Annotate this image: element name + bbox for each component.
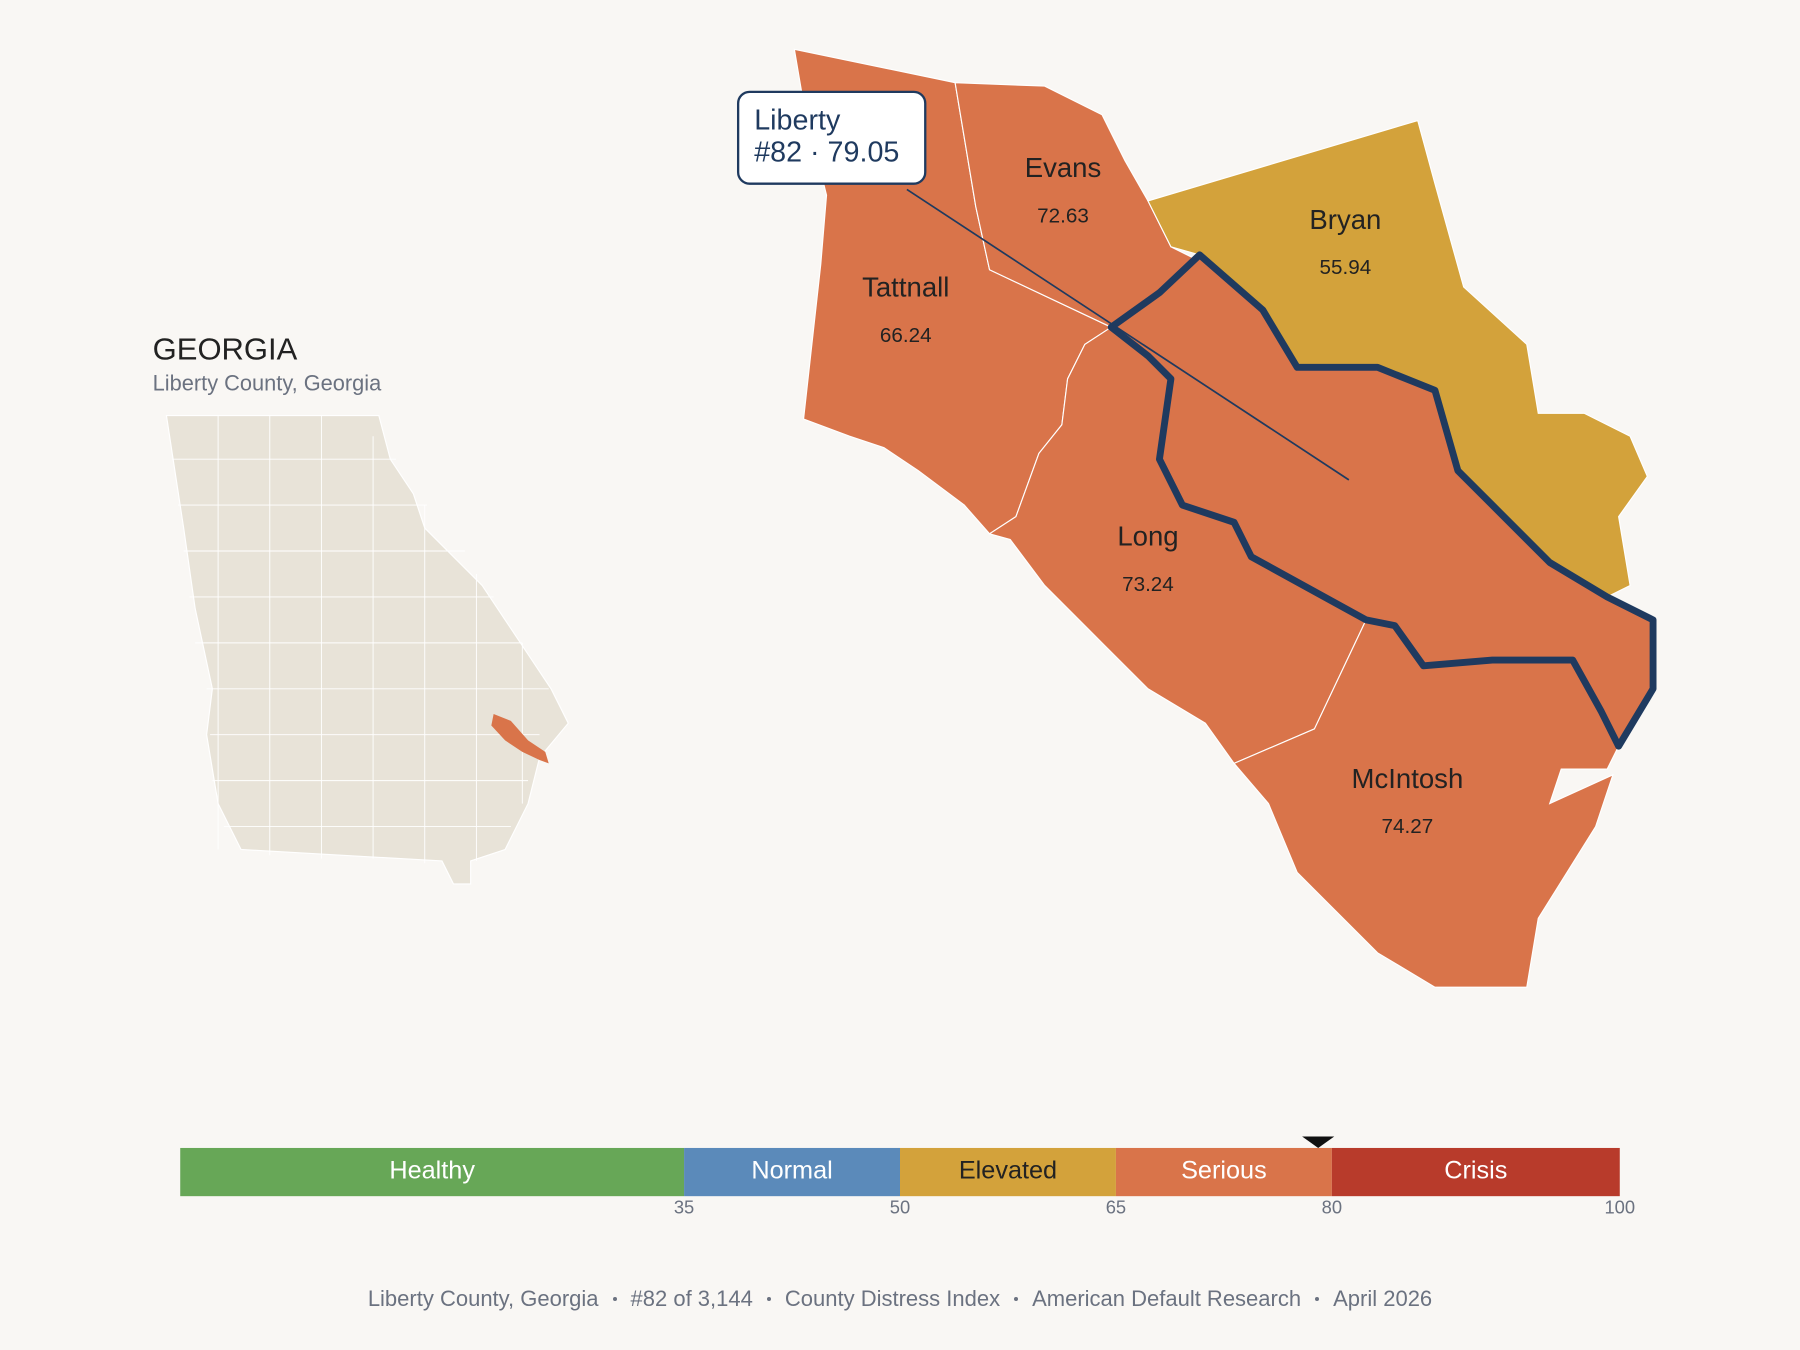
scale-tick-label: 65 [1106,1197,1126,1218]
scale-segment-label: Normal [751,1157,832,1185]
leader-line [906,188,1350,481]
scale-segment [180,1147,685,1197]
state-title: GEORGIA [153,331,298,366]
separator [1315,1297,1320,1301]
callout-name: Liberty [754,104,841,136]
separator [1014,1297,1019,1301]
county-value: 55.94 [1320,256,1372,279]
county-name: Bryan [1309,204,1381,235]
callout-box [736,90,927,185]
scale-tick-label: 35 [674,1197,694,1218]
scale-tick-label: 50 [890,1197,910,1218]
county-name: Tattnall [862,272,949,303]
footer-item: April 2026 [1333,1286,1433,1311]
county-name: Long [1117,521,1178,552]
inset-county-lines [172,415,549,864]
counties [793,48,1657,988]
scale: Healthy Normal Elevated Serious Crisis 35 50 65… [180,1136,1635,1218]
county-name: McIntosh [1352,763,1464,794]
separator [612,1297,617,1301]
scale-segment-label: Serious [1181,1157,1267,1185]
highlight-county-shape [1107,251,1657,750]
scale-marker [1302,1136,1335,1148]
inset-highlight [491,714,549,764]
county-shape [954,82,1195,328]
subtitle: Liberty County, Georgia [153,370,382,395]
county-value: 66.24 [880,324,932,347]
county-value: 73.24 [1122,573,1174,596]
footer-item: #82 of 3,144 [630,1286,753,1311]
scale-segment [1115,1147,1332,1197]
footer-item: County Distress Index [784,1286,1001,1311]
county-value: 72.63 [1037,204,1089,227]
county-value: 74.27 [1382,815,1434,838]
scale-segment-label: Healthy [389,1157,475,1185]
separator [766,1297,771,1301]
footer-item: American Default Research [1032,1286,1302,1311]
callout-label: #82 · 79.05 [754,136,899,168]
state-outline [165,414,569,885]
scale-segment [1331,1147,1620,1197]
scale-segment [900,1147,1116,1197]
scale-segment-label: Elevated [959,1157,1057,1185]
county-name: Evans [1025,152,1102,183]
scale-segment [684,1147,900,1197]
scale-segment-label: Crisis [1444,1157,1507,1185]
scale-tick-label: 80 [1322,1197,1342,1218]
footer-item: Liberty County, Georgia [367,1286,599,1311]
scale-tick-label: 100 [1604,1197,1635,1218]
footer: Liberty County, Georgia #82 of 3,144 Count… [0,1286,1800,1312]
